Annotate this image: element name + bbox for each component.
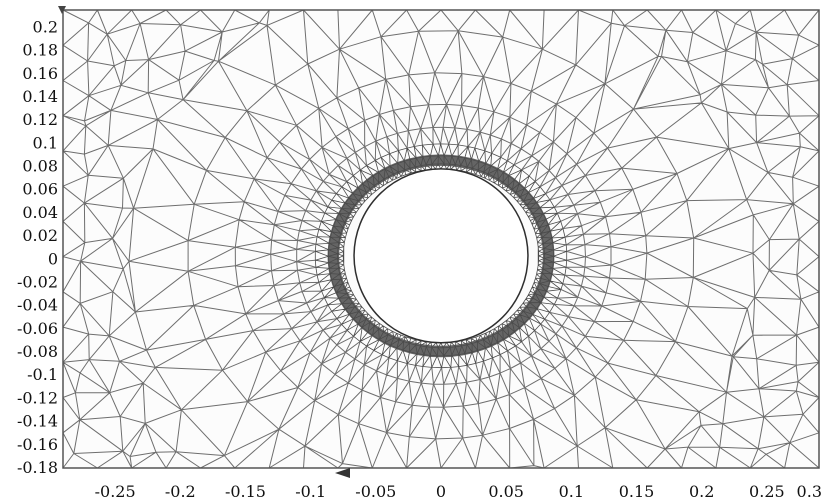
x-tick-label: -0.05 [355,482,396,501]
x-tick-label: -0.15 [225,482,266,501]
y-tick-label: -0.02 [17,272,58,291]
y-tick-label: 0.02 [22,226,58,245]
y-tick-label: -0.12 [17,388,58,407]
x-tick-label: 0.25 [749,482,785,501]
y-tick-label: 0.04 [22,203,58,222]
y-tick-label: -0.18 [17,458,58,477]
x-tick-label: -0.25 [95,482,136,501]
y-tick-label: -0.08 [17,342,58,361]
y-tick-label: -0.06 [17,319,58,338]
y-axis-tick-labels: 0.2 0.18 0.16 0.14 0.12 0.1 0.08 0.06 0.04 0.02 0 -… [17,17,58,477]
x-tick-label: 0 [436,482,446,501]
x-tick-label: 0.1 [559,482,584,501]
y-tick-label: -0.14 [17,412,58,431]
x-tick-label: 0.05 [488,482,524,501]
y-tick-label: -0.16 [17,435,58,454]
y-tick-label: 0.2 [33,17,58,36]
y-tick-label: 0 [48,249,58,268]
y-tick-label: 0.06 [22,180,58,199]
refined-mesh-ring [314,143,568,369]
y-tick-label: 0.14 [22,87,58,106]
x-tick-label: 0.3 [797,482,822,501]
x-tick-label: -0.2 [165,482,196,501]
y-tick-label: -0.1 [27,365,58,384]
x-tick-label: 0.2 [689,482,714,501]
boundary-layer-band [327,154,555,358]
y-tick-label: 0.1 [33,133,58,152]
y-tick-label: 0.16 [22,64,58,83]
y-tick-label: 0.12 [22,110,58,129]
y-tick-label: -0.04 [17,296,58,315]
plot-frame [62,9,820,469]
frame-bottom-marker [335,468,350,478]
mesh-edges [62,9,820,469]
x-axis-tick-labels: -0.25 -0.2 -0.15 -0.1 -0.05 0 0.05 0.1 0.15 0.2 0.… [95,482,822,501]
x-tick-label: 0.15 [619,482,655,501]
x-tick-label: -0.1 [295,482,326,501]
y-tick-label: 0.18 [22,41,58,60]
frame-corner-marker [58,6,66,14]
y-tick-label: 0.08 [22,157,58,176]
circular-hole [353,168,529,344]
triangular-mesh [62,9,820,469]
